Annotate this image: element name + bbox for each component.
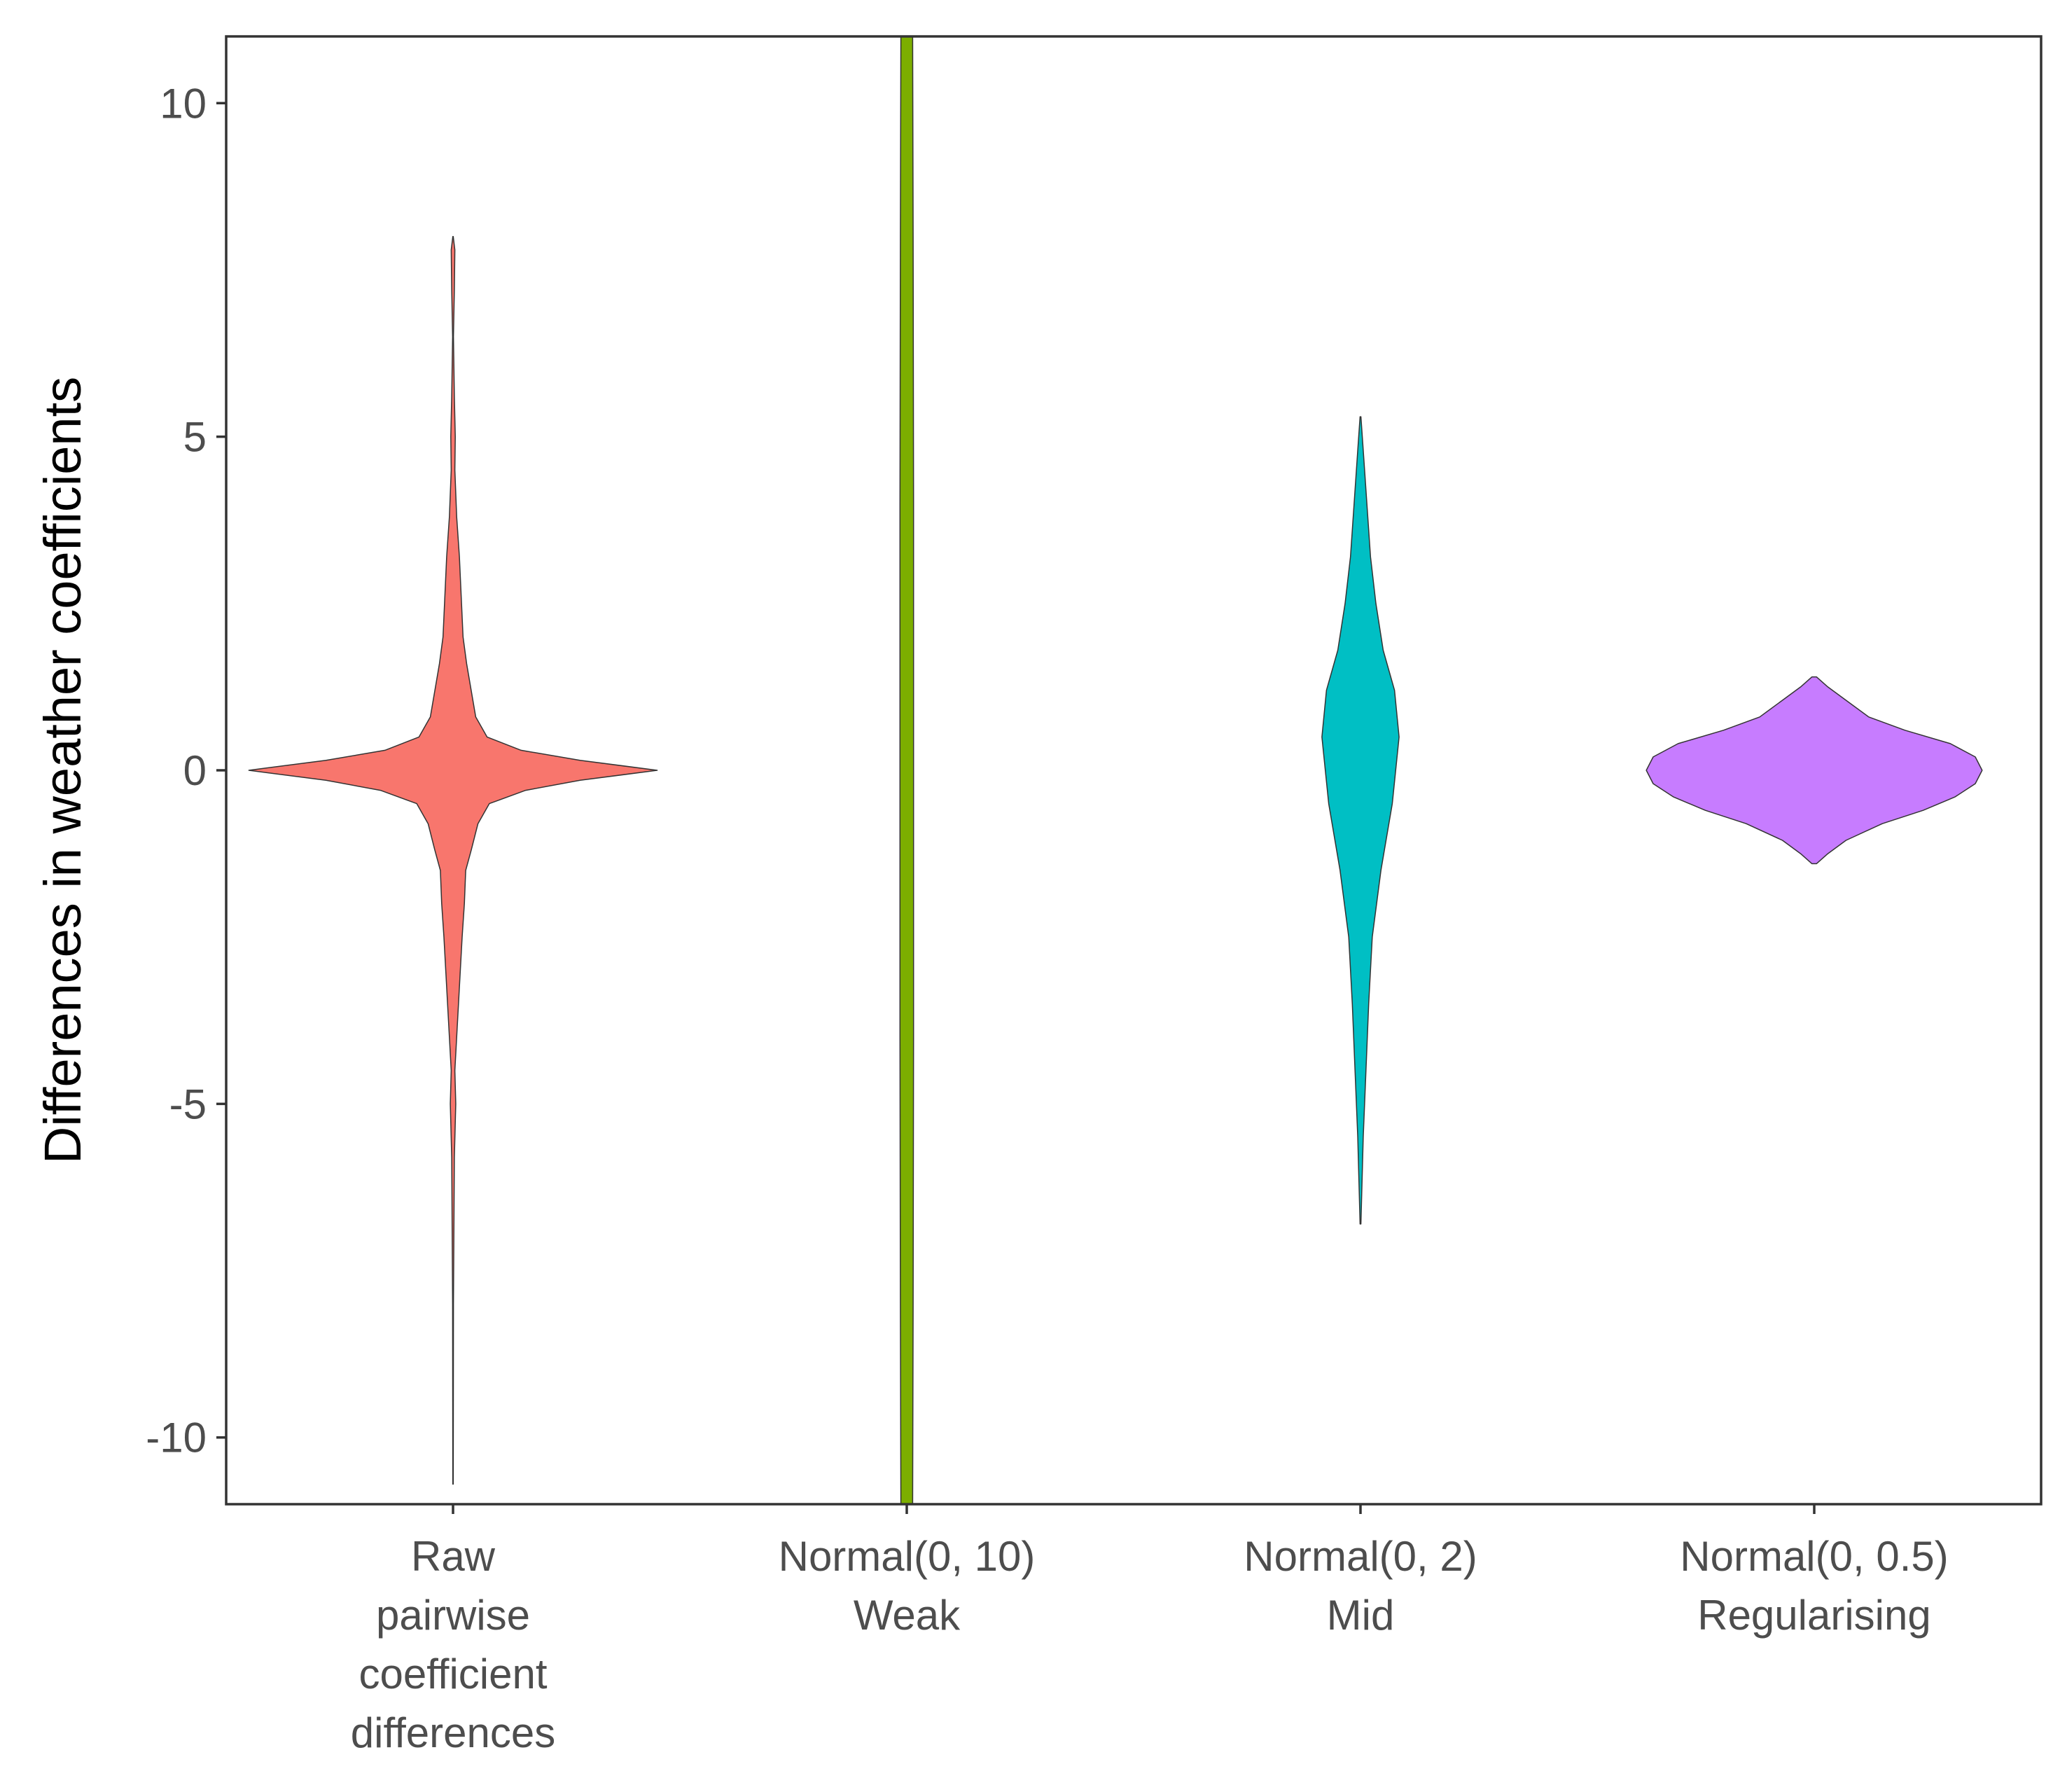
x-tick-label-line: Normal(0, 10) — [779, 1533, 1036, 1580]
y-tick-label: 10 — [160, 80, 207, 127]
x-axis: Raw pairwise coefficient differences Normal(… — [351, 1504, 1949, 1756]
y-tick-label: 5 — [183, 414, 207, 461]
x-tick-label-line: Regularising — [1697, 1592, 1931, 1639]
violin-group — [248, 36, 1983, 1505]
violin-1 — [248, 236, 658, 1485]
x-tick-label: Normal(0, 2) Mid — [1244, 1533, 1477, 1639]
x-tick-label-line: differences — [351, 1709, 555, 1756]
x-tick-label-line: Normal(0, 2) — [1244, 1533, 1477, 1580]
violin-3 — [1321, 416, 1400, 1225]
x-tick-label-line: Mid — [1327, 1592, 1395, 1639]
x-tick-label-line: Weak — [854, 1592, 961, 1639]
x-tick-label-line: pairwise — [376, 1592, 530, 1639]
x-tick-label-line: coefficient — [359, 1651, 547, 1697]
x-tick-label: Normal(0, 10) Weak — [779, 1533, 1036, 1639]
y-tick-label: 0 — [183, 747, 207, 794]
y-tick-label: -10 — [146, 1415, 207, 1461]
x-tick-label-line: Raw — [411, 1533, 496, 1580]
y-axis: -10 -5 0 5 10 — [146, 80, 226, 1461]
x-tick-label-line: Normal(0, 0.5) — [1680, 1533, 1948, 1580]
y-axis-title: Differences in weather coefficients — [34, 377, 92, 1164]
x-tick-label: Normal(0, 0.5) Regularising — [1680, 1533, 1948, 1639]
violin-2 — [899, 36, 914, 1505]
y-tick-label: -5 — [169, 1081, 207, 1127]
x-tick-label: Raw pairwise coefficient differences — [351, 1533, 555, 1756]
violin-4 — [1645, 676, 1983, 865]
